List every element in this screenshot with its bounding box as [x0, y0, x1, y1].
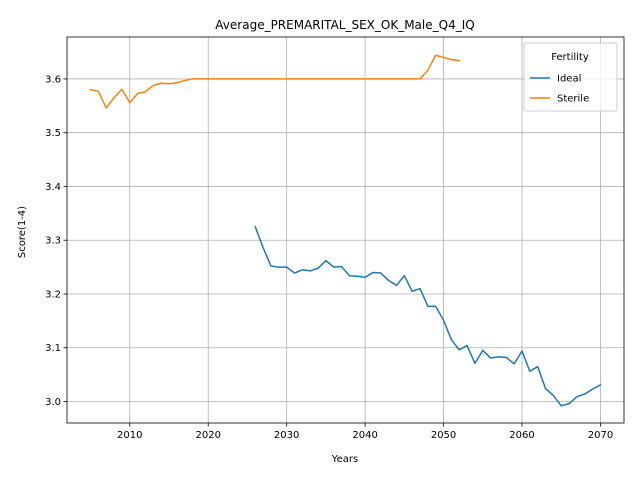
y-tick-label: 3.3 — [45, 236, 61, 247]
series-layer — [89, 54, 602, 407]
y-tick-label: 3.5 — [45, 128, 61, 139]
y-tick-label: 3.2 — [45, 289, 61, 300]
x-axis-title: Years — [331, 454, 358, 465]
legend-title: Fertility — [551, 52, 589, 63]
legend-label-ideal: Ideal — [557, 74, 581, 85]
legend-box — [523, 42, 618, 112]
y-tick-label: 3.4 — [45, 182, 61, 193]
x-tick-label: 2060 — [509, 430, 534, 441]
legend-label-sterile: Sterile — [557, 94, 589, 105]
y-ticks: 3.0 3.1 3.2 3.3 3.4 3.5 3.6 — [45, 74, 67, 408]
x-ticks: 2010 2020 2030 2040 2050 2060 2070 — [117, 423, 613, 441]
x-tick-label: 2070 — [588, 430, 613, 441]
legend-entries: Ideal Sterile — [530, 74, 589, 105]
series-line-ideal — [254, 225, 602, 407]
x-tick-label: 2050 — [431, 430, 456, 441]
plot-frame — [66, 36, 625, 424]
y-tick-label: 3.1 — [45, 343, 61, 354]
x-tick-label: 2030 — [274, 430, 299, 441]
y-axis-title: Score(1-4) — [17, 206, 28, 258]
x-tick-label: 2010 — [117, 430, 142, 441]
x-tick-label: 2020 — [195, 430, 220, 441]
series-line-sterile — [89, 54, 461, 109]
legend: Fertility Ideal Sterile — [523, 42, 618, 112]
x-tick-label: 2040 — [352, 430, 377, 441]
y-tick-label: 3.0 — [45, 397, 61, 408]
y-tick-label: 3.6 — [45, 74, 61, 85]
chart-title: Average_PREMARITAL_SEX_OK_Male_Q4_IQ — [215, 18, 474, 32]
